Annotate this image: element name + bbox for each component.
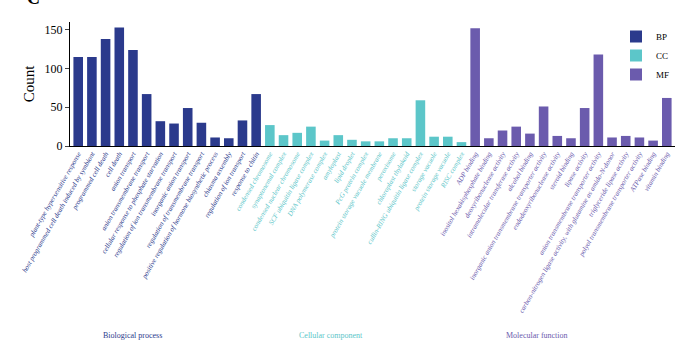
svg-text:peroxisome: peroxisome [374,151,397,184]
svg-text:chloroplast thylakoid: chloroplast thylakoid [375,150,412,206]
svg-text:condensed chromosome: condensed chromosome [234,151,274,213]
svg-text:lipid droplet: lipid droplet [333,150,358,185]
svg-text:plant-type hypersensitive resp: plant-type hypersensitive response [27,151,83,239]
svg-text:polyol transmembrane transport: polyol transmembrane transporter activit… [577,150,644,259]
svg-text:anion transport: anion transport [109,150,138,193]
svg-text:C: C [27,0,40,8]
svg-text:regulation of transmembrane tr: regulation of transmembrane transport [144,150,206,250]
svg-text:ATPase binding: ATPase binding [628,150,658,194]
svg-text:cellular response to phosphate: cellular response to phosphate starvatio… [100,150,165,255]
svg-text:Biological process: Biological process [103,331,162,340]
svg-text:positive regulation of hormone: positive regulation of hormone biosynthe… [140,150,220,280]
svg-text:cullin-RING ubiquitin ligase c: cullin-RING ubiquitin ligase complex [366,150,426,246]
svg-text:cell death: cell death [103,150,124,178]
svg-text:regulation of ion transmembran: regulation of ion transmembrane transpor… [112,150,180,259]
svg-text:RISC complex: RISC complex [439,150,467,190]
svg-text:vitamin binding: vitamin binding [643,150,672,193]
svg-text:protein storage vacuole membra: protein storage vacuole membrane [328,151,384,240]
svg-text:programmed cell death: programmed cell death [70,150,110,212]
svg-text:regulation of ion transport: regulation of ion transport [203,150,248,220]
svg-text:steroid binding: steroid binding [548,150,576,191]
svg-text:carbon-nitrogen ligase activit: carbon-nitrogen ligase activity, with gl… [518,150,617,314]
svg-text:50: 50 [51,100,63,114]
svg-text:endodeoxyribonuclease activity: endodeoxyribonuclease activity [511,150,563,231]
svg-text:inositol hexakisphosphate bind: inositol hexakisphosphate binding [439,150,494,237]
svg-text:BP: BP [656,32,667,42]
svg-text:100: 100 [45,62,63,76]
svg-text:condensed nuclear chromosome: condensed nuclear chromosome [250,151,302,233]
svg-text:SCF ubiquitin ligase complex: SCF ubiquitin ligase complex [267,150,316,227]
svg-text:PcG protein complex: PcG protein complex [333,150,370,207]
svg-text:lipase activity: lipase activity [563,150,590,189]
svg-text:Molecular function: Molecular function [506,331,568,340]
svg-text:intramolecular transferase act: intramolecular transferase activity [465,150,521,239]
svg-text:inorganic anion transport: inorganic anion transport [149,150,193,218]
svg-text:deoxyribonuclease activity: deoxyribonuclease activity [463,150,508,220]
svg-text:storage vacuole: storage vacuole [410,151,439,194]
svg-text:CC: CC [656,51,668,61]
svg-text:Cellular component: Cellular component [299,331,363,340]
svg-text:Count: Count [21,65,37,103]
svg-text:response to chitin: response to chitin [229,150,261,197]
svg-text:synaptonemal complex: synaptonemal complex [249,150,288,210]
svg-text:protein storage vacuole: protein storage vacuole [412,151,453,213]
svg-text:anion transmembrane transport: anion transmembrane transport [100,150,152,232]
svg-text:triglyceride lipase activity: triglyceride lipase activity [587,150,631,218]
svg-text:0: 0 [57,139,63,153]
svg-text:host programmed cell death ind: host programmed cell death induced by sy… [21,150,97,274]
svg-text:alcohol binding: alcohol binding [506,150,535,193]
svg-text:MF: MF [656,70,669,80]
svg-text:DNA polymerase complex: DNA polymerase complex [285,150,329,219]
svg-text:chiasma assembly: chiasma assembly [201,150,234,199]
svg-text:amyloplast: amyloplast [321,150,344,182]
svg-text:inorganic anion transmembrane: inorganic anion transmembrane transporte… [468,150,549,282]
svg-text:150: 150 [45,23,63,37]
svg-text:ADP binding: ADP binding [454,150,480,187]
svg-text:anion transmembrane transporte: anion transmembrane transporter activity [537,150,603,257]
